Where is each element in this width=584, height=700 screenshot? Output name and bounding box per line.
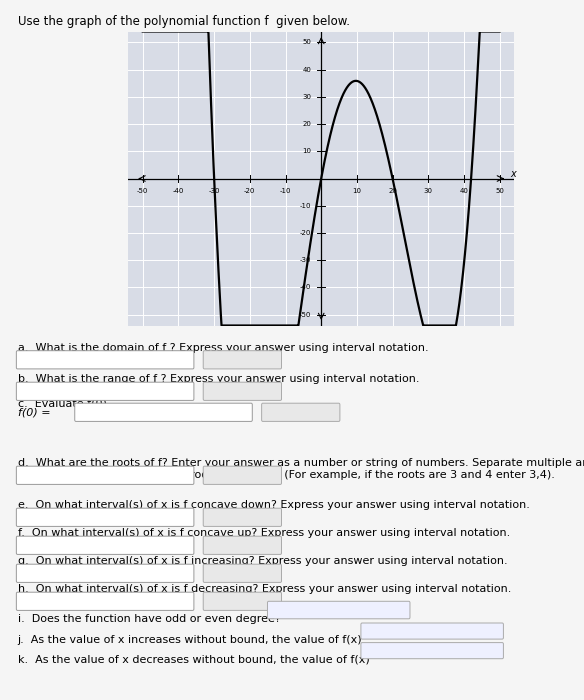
- Text: b.  What is the range of f ? Express your answer using interval notation.: b. What is the range of f ? Express your…: [18, 374, 419, 384]
- Text: 40: 40: [303, 66, 311, 73]
- Text: -50: -50: [300, 312, 311, 318]
- Text: 30: 30: [302, 94, 311, 100]
- Text: a.  What is the domain of f ? Express your answer using interval notation.: a. What is the domain of f ? Express you…: [18, 343, 428, 353]
- Text: Preview: Preview: [223, 512, 262, 522]
- Text: -20: -20: [244, 188, 256, 194]
- Text: i.  Does the function have odd or even degree?: i. Does the function have odd or even de…: [18, 614, 280, 624]
- Text: f.  On what interval(s) of x is f concave up? Express your answer using interval: f. On what interval(s) of x is f concave…: [18, 528, 510, 538]
- Text: 50: 50: [495, 188, 504, 194]
- Text: ○: ○: [493, 626, 500, 636]
- Text: c.  Evaluate f(0) .: c. Evaluate f(0) .: [18, 399, 113, 409]
- Text: Use the graph of the polynomial function f  given below.: Use the graph of the polynomial function…: [18, 15, 349, 29]
- Text: -40: -40: [173, 188, 184, 194]
- Text: Preview: Preview: [223, 386, 262, 396]
- Text: ○: ○: [399, 606, 406, 615]
- Text: 50: 50: [303, 39, 311, 46]
- Text: f(0) =: f(0) =: [18, 407, 50, 417]
- Text: 10: 10: [352, 188, 361, 194]
- Text: h.  On what interval(s) of x is f decreasing? Express your answer using interval: h. On what interval(s) of x is f decreas…: [18, 584, 511, 594]
- Text: -40: -40: [300, 284, 311, 290]
- Text: 30: 30: [424, 188, 433, 194]
- Text: g.  On what interval(s) of x is f increasing? Express your answer using interval: g. On what interval(s) of x is f increas…: [18, 556, 507, 566]
- Text: -30: -30: [208, 188, 220, 194]
- Text: Select an answer: Select an answer: [387, 626, 465, 636]
- Text: x: x: [510, 169, 516, 179]
- Text: Preview: Preview: [223, 355, 262, 365]
- Text: 20: 20: [303, 121, 311, 127]
- Text: -10: -10: [280, 188, 291, 194]
- Text: Preview: Preview: [223, 568, 262, 578]
- Text: Preview: Preview: [223, 596, 262, 606]
- Text: -10: -10: [300, 203, 311, 209]
- Text: e.  On what interval(s) of x is f concave down? Express your answer using interv: e. On what interval(s) of x is f concave…: [18, 500, 529, 510]
- Text: Select an answer: Select an answer: [294, 606, 372, 615]
- Text: -20: -20: [300, 230, 311, 236]
- Text: 20: 20: [388, 188, 397, 194]
- Text: 40: 40: [460, 188, 468, 194]
- Text: Preview: Preview: [223, 470, 262, 480]
- Text: j.  As the value of x increases without bound, the value of f(x): j. As the value of x increases without b…: [18, 635, 362, 645]
- Text: 10: 10: [302, 148, 311, 154]
- Text: -50: -50: [137, 188, 148, 194]
- Text: ○: ○: [493, 646, 500, 655]
- Text: Preview: Preview: [223, 540, 262, 550]
- Text: -30: -30: [300, 257, 311, 263]
- Text: Select an answer: Select an answer: [387, 646, 465, 655]
- Text: d.  What are the roots of f? Enter your answer as a number or string of numbers.: d. What are the roots of f? Enter your a…: [18, 458, 584, 480]
- Text: k.  As the value of x decreases without bound, the value of f(x): k. As the value of x decreases without b…: [18, 654, 369, 664]
- Text: Preview: Preview: [281, 407, 320, 417]
